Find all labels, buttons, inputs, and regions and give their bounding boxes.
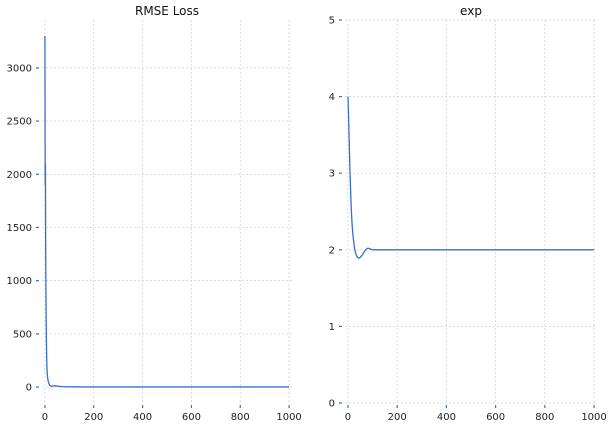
rmse-loss-x-tick-label-1: 200	[84, 412, 103, 423]
exp-x-tick-label-3: 600	[486, 412, 505, 423]
exp-series-line-0	[347, 96, 595, 259]
exp-x-tick-label-2: 400	[437, 412, 456, 423]
exp-y-tick-label-2: 2	[329, 245, 335, 256]
rmse-loss-x-tick-label-4: 800	[231, 412, 250, 423]
exp-y-tick-label-3: 3	[329, 169, 335, 180]
exp-y-tick-label-1: 1	[329, 322, 335, 333]
rmse-loss-x-tick-label-0: 0	[42, 412, 48, 423]
exp-y-tick-label-4: 4	[329, 92, 335, 103]
rmse-loss-y-tick-label-3: 1500	[7, 223, 32, 234]
rmse-loss-y-tick-label-1: 500	[13, 329, 32, 340]
rmse-loss-chart: 0 200 400 600 800 1000 0 500 1000 1500 2000 2500 300…	[7, 4, 302, 423]
exp-x-tick-label-1: 200	[388, 412, 407, 423]
exp-x-tick-label-0: 0	[345, 412, 351, 423]
exp-y-tick-label-5: 5	[329, 16, 335, 27]
rmse-loss-y-tick-label-2: 1000	[7, 276, 32, 287]
rmse-loss-x-tick-label-5: 1000	[276, 412, 301, 423]
exp-title: exp	[460, 4, 482, 18]
rmse-loss-y-tick-label-6: 3000	[7, 63, 32, 74]
rmse-loss-series-line-0	[44, 35, 290, 388]
rmse-loss-y-tick-label-0: 0	[26, 383, 32, 394]
rmse-loss-title: RMSE Loss	[135, 4, 199, 18]
rmse-loss-y-tick-label-5: 2500	[7, 117, 32, 128]
exp-x-tick-label-4: 800	[535, 412, 554, 423]
exp-chart: 0 200 400 600 800 1000 0 1 2 3 4 5 exp	[329, 4, 607, 423]
exp-y-tick-label-0: 0	[329, 399, 335, 410]
exp-x-tick-label-5: 1000	[581, 412, 606, 423]
rmse-loss-y-tick-label-4: 2000	[7, 170, 32, 181]
rmse-loss-x-tick-label-2: 400	[133, 412, 152, 423]
rmse-loss-x-tick-label-3: 600	[182, 412, 201, 423]
